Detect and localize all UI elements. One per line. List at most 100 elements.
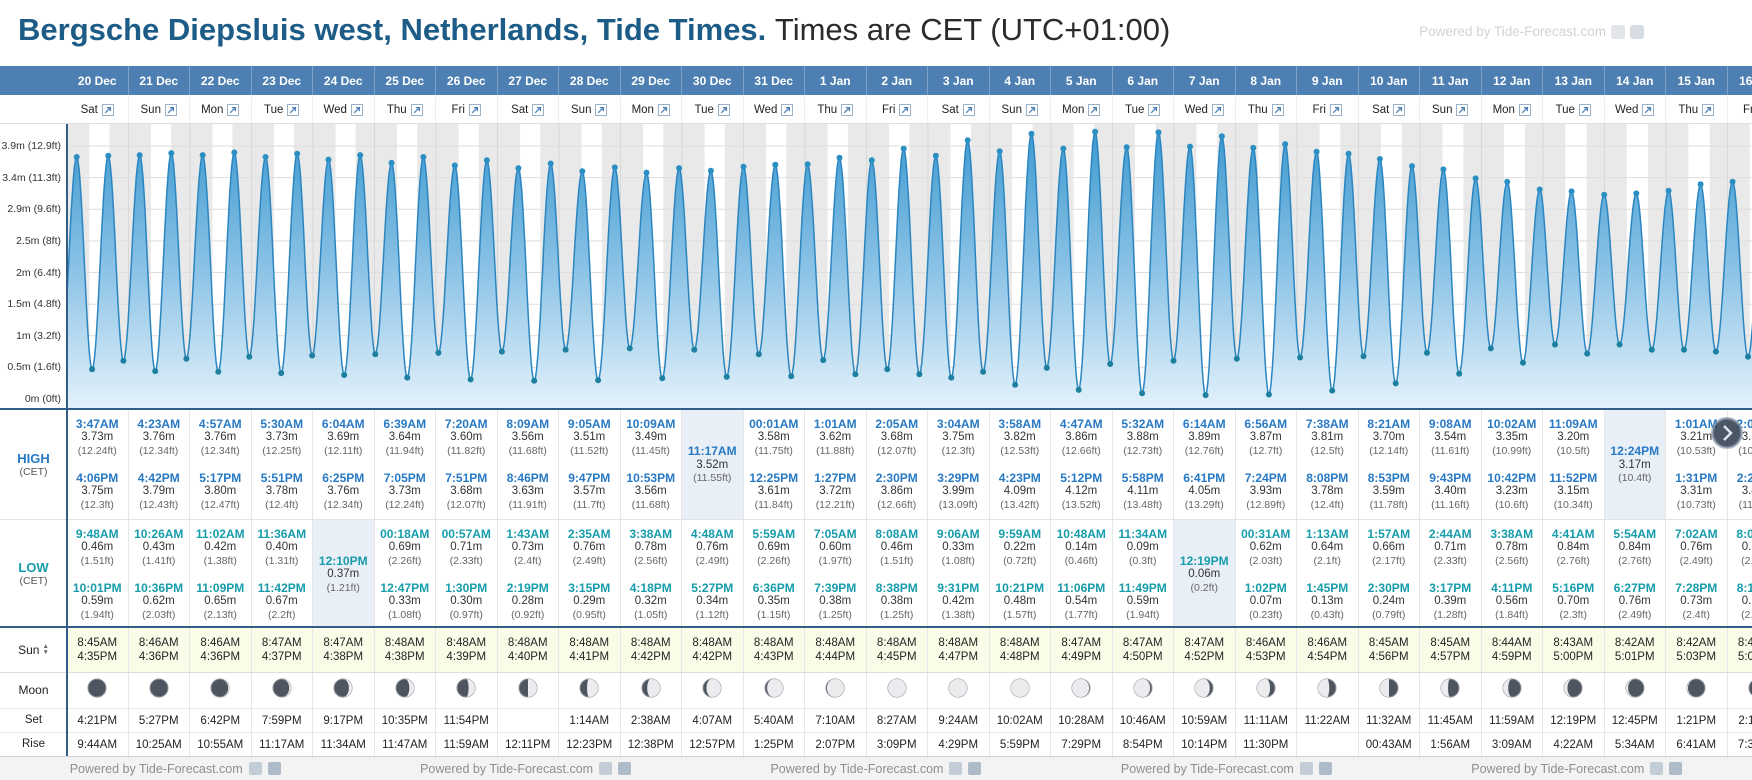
tide-height-ft: (1.38ft): [203, 554, 237, 567]
expand-day-icon[interactable]: [781, 104, 794, 116]
moon-phase-icon: [579, 678, 599, 703]
tide-height-ft: (0.2ft): [1190, 581, 1218, 594]
expand-day-icon[interactable]: [227, 104, 240, 116]
expand-day-icon[interactable]: [468, 104, 481, 116]
expand-day-icon[interactable]: [164, 104, 177, 116]
footer-powered-by: Powered by Tide-Forecast.com: [1471, 762, 1683, 776]
tide-height-m: 0.33m: [388, 595, 421, 608]
share-icon[interactable]: [968, 762, 982, 775]
day-of-week-label: Wed: [754, 104, 778, 116]
moon-set-cell: 6:42PM: [190, 709, 252, 732]
expand-day-icon[interactable]: [101, 104, 114, 116]
tide-height-ft: (2.49ft): [695, 554, 729, 567]
expand-day-icon[interactable]: [1702, 104, 1715, 116]
expand-day-icon[interactable]: [899, 104, 912, 116]
day-of-week-label: Thu: [817, 104, 838, 116]
low-tide-entry: 8:08AM 0.46m (1.51ft): [875, 520, 918, 574]
low-tide-time: 1:43AM: [506, 526, 550, 541]
tide-height-m: 0.35m: [757, 595, 790, 608]
expand-day-icon[interactable]: [350, 104, 363, 116]
share-icon[interactable]: [1318, 762, 1332, 775]
sun-times-cell: 8:47AM 4:38PM: [313, 628, 375, 672]
share-icon[interactable]: [1669, 762, 1683, 775]
tide-height-m: 0.06m: [1188, 568, 1221, 581]
share-icon[interactable]: [267, 762, 281, 775]
expand-day-icon[interactable]: [410, 104, 423, 116]
low-tide-cell: 9:48AM 0.46m (1.51ft) 10:01PM 0.59m (1.94ft): [67, 520, 129, 628]
expand-day-icon[interactable]: [1025, 104, 1038, 116]
low-tide-time: 12:19PM: [1179, 553, 1229, 568]
share-icon[interactable]: [248, 762, 262, 775]
moon-set-time: 12:45PM: [1611, 714, 1658, 727]
tide-height-ft: (11.22ft): [1738, 498, 1752, 511]
expand-day-icon[interactable]: [1578, 104, 1591, 116]
expand-day-icon[interactable]: [532, 104, 545, 116]
low-tide-entry: 1:43AM 0.73m (2.4ft): [506, 520, 549, 574]
moon-rise-cell: 4:29PM: [928, 733, 990, 756]
expand-day-icon[interactable]: [1148, 104, 1161, 116]
moon-set-time: 6:42PM: [200, 714, 241, 727]
expand-day-icon[interactable]: [1642, 104, 1655, 116]
tide-height-ft: (0.92ft): [511, 608, 545, 621]
low-tide-time: 11:06PM: [1057, 580, 1106, 595]
share-icon[interactable]: [618, 762, 632, 775]
high-tide-entry: 1:27PM 3.72m (12.21ft): [814, 464, 856, 518]
moon-rise-cell: 11:47AM: [375, 733, 436, 756]
expand-day-icon[interactable]: [1211, 104, 1224, 116]
low-tide-entry: 11:06PM 0.54m (1.77ft): [1057, 574, 1105, 628]
share-icon[interactable]: [1299, 762, 1313, 775]
low-tide-entry: 8:38PM 0.38m (1.25ft): [876, 574, 918, 628]
tide-height-ft: (1.08ft): [388, 608, 422, 621]
expand-day-icon[interactable]: [717, 104, 730, 116]
moon-set-row: 4:21PM 5:27PM 6:42PM 7:59PM 9:17PM 10:35PM 11:…: [0, 708, 1752, 732]
expand-day-icon[interactable]: [962, 104, 975, 116]
moon-rise-cell: 4:22AM: [1543, 733, 1605, 756]
high-tide-entry: 7:24PM 3.93m (12.89ft): [1245, 464, 1287, 518]
sun-times-cell: 8:48AM 4:41PM: [559, 628, 621, 672]
high-tide-time: 4:23AM: [137, 416, 181, 431]
expand-day-icon[interactable]: [841, 104, 854, 116]
expand-day-icon[interactable]: [657, 104, 670, 116]
sunset-time: 4:37PM: [261, 651, 302, 663]
sunset-time: 4:43PM: [753, 651, 794, 663]
sun-times-cell: 8:43AM 5:00PM: [1543, 628, 1605, 672]
share-icon[interactable]: [1630, 24, 1644, 39]
low-tide-time: 4:11PM: [1491, 580, 1533, 595]
expand-day-icon[interactable]: [287, 104, 300, 116]
low-tide-entry: 00:57AM 0.71m (2.33ft): [442, 520, 491, 574]
powered-by-text: Powered by Tide-Forecast.com: [420, 761, 594, 776]
expand-day-icon[interactable]: [1393, 104, 1406, 116]
sunrise-time: 8:48AM: [999, 637, 1040, 649]
high-tide-entry: 12:24PM 3.17m (10.4ft): [1610, 444, 1659, 484]
high-tide-cell: 10:02AM 3.35m (10.99ft) 10:42PM 3.23m (10.6ft…: [1482, 410, 1543, 519]
tide-height-m: 0.78m: [1495, 541, 1528, 554]
expand-day-icon[interactable]: [1518, 104, 1531, 116]
sun-times-cell: 8:48AM 4:43PM: [743, 628, 805, 672]
share-icon[interactable]: [1650, 762, 1664, 775]
high-tide-entry: 10:09AM 3.49m (11.45ft): [626, 410, 675, 464]
low-tide-entry: 2:44AM 0.71m (2.33ft): [1429, 520, 1472, 574]
sunset-time: 4:35PM: [77, 651, 118, 663]
date-header-cell: 1 Jan: [805, 66, 867, 95]
share-icon[interactable]: [1611, 24, 1625, 39]
high-tide-entry: 5:32AM 3.88m (12.73ft): [1121, 410, 1164, 464]
expand-day-icon[interactable]: [1271, 104, 1284, 116]
high-tide-entry: 4:57AM 3.76m (12.34ft): [199, 410, 242, 464]
tide-height-ft: (1.05ft): [634, 608, 668, 621]
sunrise-time: 8:46AM: [138, 637, 179, 649]
moon-set-cell: 11:59AM: [1482, 709, 1543, 732]
expand-day-icon[interactable]: [1456, 104, 1469, 116]
moon-rise-time: 6:41AM: [1676, 738, 1717, 751]
tide-height-ft: (12.66ft): [877, 498, 917, 511]
tide-height-m: 0.40m: [265, 541, 298, 554]
sunrise-time: 8:48AM: [507, 637, 548, 649]
expand-day-icon[interactable]: [1088, 104, 1101, 116]
expand-day-icon[interactable]: [595, 104, 608, 116]
sunset-time: 4:52PM: [1184, 651, 1225, 663]
share-icon[interactable]: [949, 762, 963, 775]
low-tide-entry: 00:31AM 0.62m (2.03ft): [1241, 520, 1290, 574]
share-icon[interactable]: [599, 762, 613, 775]
scroll-next-button[interactable]: [1710, 416, 1744, 450]
moon-phase-icon: [1625, 678, 1645, 703]
expand-day-icon[interactable]: [1329, 104, 1342, 116]
